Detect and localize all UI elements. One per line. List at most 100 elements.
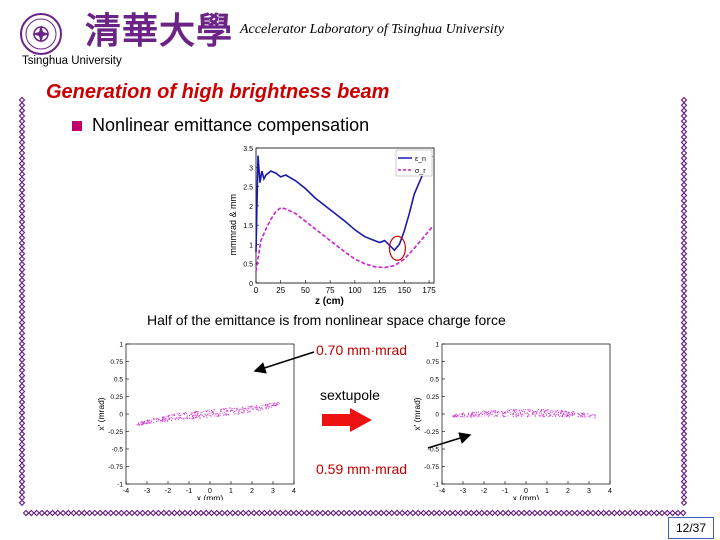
scatter-point [512,416,514,417]
scatter-point [141,424,143,426]
scatter-point [508,410,510,412]
logo-english-text: Tsinghua University [22,55,122,67]
scatter-point [167,419,169,420]
scatter-point [547,409,548,411]
scatter-point [180,417,182,419]
scatter-point [521,414,523,416]
scatter-point [478,414,480,416]
scatter-point [496,411,498,413]
scatter-point [587,413,589,414]
scatter-point [220,409,221,411]
scatter-point [561,411,563,412]
scatter-point [549,415,550,417]
scatter-point [551,411,553,413]
scatter-point [479,415,481,417]
scatter-point [190,412,192,414]
scatter-point [247,412,249,413]
scatter-point [172,418,174,420]
scatter-point [161,419,163,421]
scatter-point [239,409,241,411]
scatter-point [164,418,166,420]
scatter-point [470,413,472,414]
scatter-point [475,413,477,415]
scatter-point [192,417,194,419]
scatter-point [584,416,586,418]
scatter-point [257,409,259,411]
scatter-point [482,410,484,412]
scatter-point [462,416,464,418]
scatter-point [214,415,216,417]
scatter-point [578,413,580,415]
scatter-point [173,414,174,416]
scatter-point [579,415,581,417]
scatter-point [528,413,530,415]
scatter-point [528,409,530,410]
scatter-point [540,410,542,412]
scatter-point [150,422,152,423]
scatter-point [183,418,185,420]
scatter-point [581,413,583,415]
scatter-point [464,414,466,416]
scatter-point [495,414,496,416]
scatter-point [267,404,269,405]
logo-chinese-text: 清華大學 [85,10,234,52]
scatter-point [238,413,240,415]
scatter-point [543,411,545,413]
scatter-point [226,414,227,416]
scatter-point [180,415,181,417]
scatter-point [235,413,237,415]
scatter-point [163,418,165,420]
scatter-point [473,411,475,413]
x-tick-label: 4 [608,488,612,495]
scatter-point [536,412,538,414]
scatter-point [473,415,475,417]
scatter-point [501,411,502,413]
legend-label: ε_n [415,156,426,163]
scatter-point [147,420,149,422]
scatter-point [512,414,514,415]
scatter-point [219,415,221,416]
x-tick-label: 100 [348,286,362,295]
scatter-point [494,412,496,414]
scatter-point [510,411,512,413]
scatter-point [232,412,234,414]
scatter-point [521,413,523,415]
scatter-point [514,409,516,411]
scatter-point [482,414,483,415]
scatter-point [264,407,266,409]
scatter-point [230,410,232,411]
scatter-point [242,412,244,414]
scatter-point [562,414,564,416]
scatter-point [247,407,249,409]
scatter-point [230,411,231,412]
scatter-point [223,414,225,416]
scatter-point [497,411,499,413]
scatter-point [558,411,560,413]
scatter-point [483,411,485,413]
scatter-point [529,415,531,417]
scatter-point [461,415,463,417]
scatter-point [483,410,485,412]
scatter-point [520,414,522,416]
scatter-point [515,414,517,416]
x-tick-label: 0 [254,286,259,295]
scatter-point [564,411,566,413]
scatter-point [207,414,209,416]
x-tick-label: 25 [276,286,285,295]
scatter-point [201,414,202,416]
scatter-point [471,413,473,415]
scatter-point [184,417,186,419]
scatter-point [484,415,486,417]
scatter-point [542,416,544,418]
scatter-point [504,412,506,414]
x-tick-label: 0 [524,488,528,495]
scatter-point [549,414,551,416]
scatter-point [518,413,519,415]
scatter-point [543,413,545,415]
scatter-point [453,415,455,417]
scatter-point [150,422,152,424]
page-number: 12/37 [668,517,714,539]
scatter-point [182,417,184,419]
scatter-point [193,412,195,414]
scatter-point [188,415,190,416]
